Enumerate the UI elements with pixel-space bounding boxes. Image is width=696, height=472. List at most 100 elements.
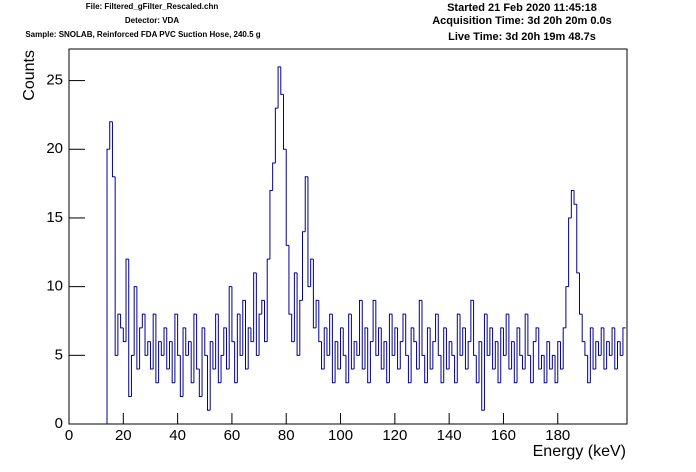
x-tick-label: 140 [437,427,462,444]
histogram-bin [511,341,515,370]
histogram-bin [274,107,279,164]
histogram-bin [516,327,520,383]
histogram-bin [614,327,618,370]
x-axis-label: Energy (keV) [533,443,626,460]
histogram-bin [158,341,162,383]
histogram-bin [467,341,471,370]
histogram-bin [527,314,531,356]
histogram-bin [611,327,615,356]
histogram-bin [589,327,594,383]
histogram-bin [530,355,534,384]
histogram-bin [171,341,175,384]
histogram-bin [215,313,219,370]
histogram-bin [261,299,265,315]
histogram-bin [448,341,452,370]
histogram-bin [394,327,398,356]
histogram-bin [258,313,262,356]
histogram-bin [608,341,613,356]
histogram-bin [532,341,537,383]
histogram-bin [117,313,121,356]
histogram-bin [478,341,482,383]
histogram-bin [584,341,588,356]
histogram-bin [492,327,496,370]
histogram-bin [535,327,539,342]
histogram-bin [304,176,308,232]
histogram-bin [440,355,444,384]
histogram-bin [122,327,127,343]
histogram-bin [595,341,599,370]
histogram-bin [285,149,289,246]
histogram-bin [464,327,469,370]
x-tick-label: 20 [115,427,132,444]
histogram-bin [578,272,583,315]
x-tick-label: 60 [224,427,241,444]
histogram-bin [147,341,151,356]
histogram-bin [239,314,243,356]
histogram-bin [130,354,135,397]
histogram-bin [568,217,572,287]
histogram-bin [174,313,178,383]
histogram-bin [581,314,585,343]
histogram-bin [177,314,181,356]
histogram-bin [364,327,368,370]
histogram-bin [470,299,474,342]
histogram-bin [437,314,441,356]
histogram-bin [326,327,330,356]
histogram-bin [299,299,303,356]
histogram-bin [497,341,501,384]
histogram-bin [513,341,518,384]
histogram-bin [619,341,623,356]
histogram-bin [432,341,436,370]
histogram-bin [190,341,194,384]
histogram-bin [182,327,186,397]
y-tick-label: 5 [55,346,63,363]
histogram-bin [212,341,216,370]
histogram-bin [388,313,393,383]
histogram-bin [312,259,317,329]
histogram-bin [600,327,604,356]
histogram-bin [375,300,379,356]
histogram-bin [361,300,365,370]
histogram-bin [562,327,566,370]
histogram-bin [179,355,184,398]
histogram-bin [592,327,596,370]
histogram-bin [225,327,230,370]
histogram-bin [543,355,547,384]
histogram-bin [421,300,425,356]
histogram-bin [334,341,338,383]
histogram-bin [198,369,203,398]
histogram-bin [508,314,512,370]
histogram-bin [345,355,349,384]
header-acquisition: Acquisition Time: 3d 20h 20m 0.0s [432,15,612,27]
histogram-bin [293,272,298,342]
histogram-bin [244,300,249,370]
histogram-bin [193,313,197,383]
y-axis-label: Counts [21,50,38,101]
histogram-bin [435,313,439,342]
histogram-bin [348,313,352,383]
histogram-bin [160,341,165,356]
histogram-bin [519,327,523,356]
histogram-bin [337,341,341,370]
histogram-bin [603,327,607,370]
histogram-bin [540,354,545,370]
histogram-bin [418,299,422,370]
histogram-bin [201,327,205,397]
histogram-bin [576,204,580,274]
histogram-bin [502,327,507,356]
histogram-bin [538,327,542,370]
histogram-bin [166,327,170,370]
histogram-bin [114,176,118,356]
histogram-bin [340,327,344,370]
histogram-bin [549,341,553,370]
x-tick-label: 0 [65,427,73,444]
histogram-bin [307,176,311,288]
header-started: Started 21 Feb 2020 11:45:18 [447,2,597,14]
histogram-bin [277,66,281,109]
histogram-bin [266,258,270,342]
histogram-bin [223,327,227,356]
histogram-bin [255,272,260,356]
histogram-bin [163,327,167,356]
histogram-bin [323,327,327,370]
